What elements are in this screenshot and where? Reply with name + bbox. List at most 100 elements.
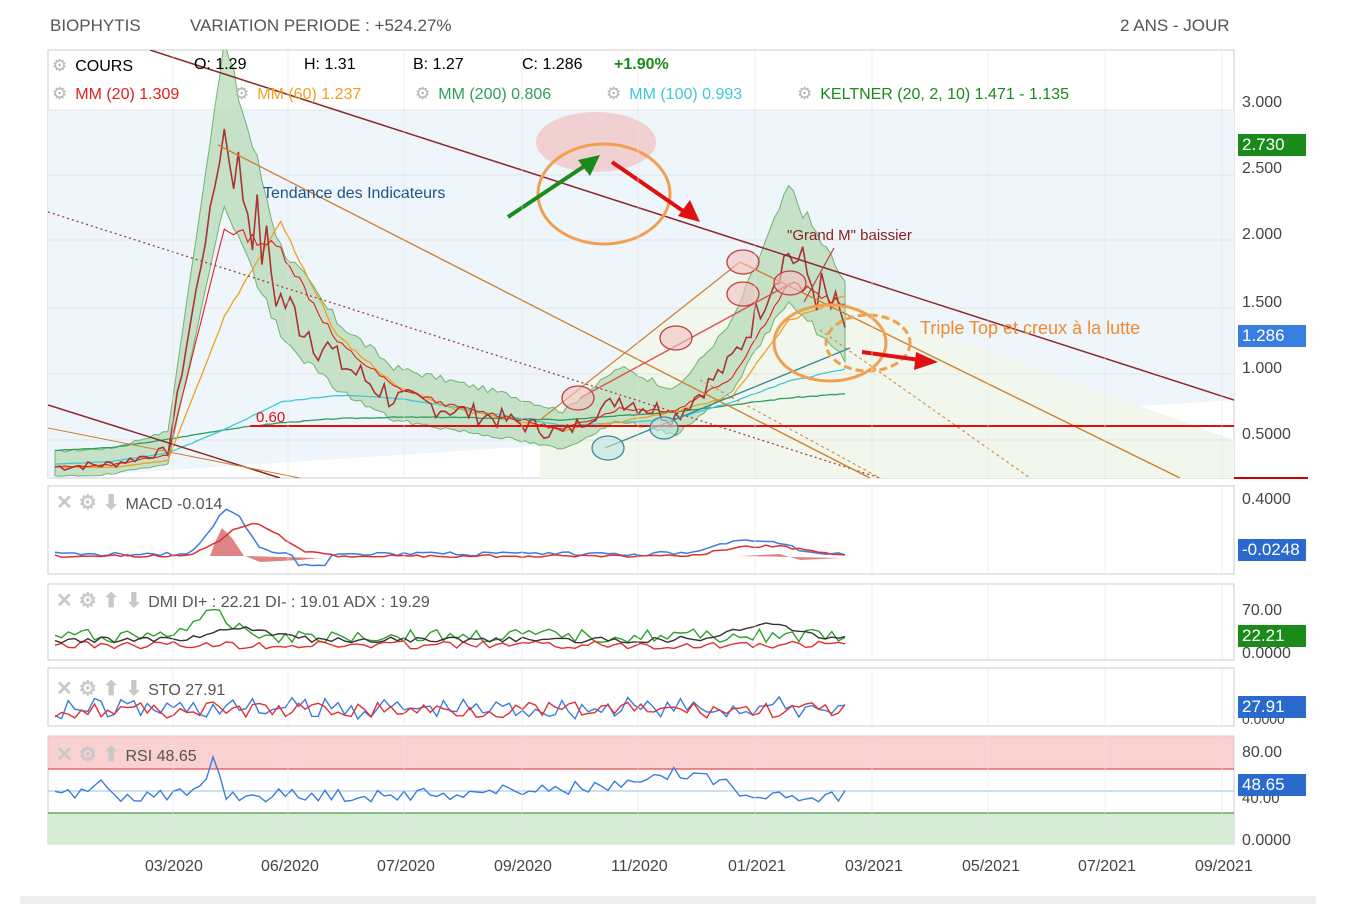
dmi-minus-line [54, 640, 846, 650]
gear-icon[interactable]: ⚙ [78, 492, 97, 514]
arrow-up-icon[interactable]: ⬆ [102, 590, 120, 612]
close-icon[interactable]: ✕ [56, 744, 73, 766]
orange-channel-mid [48, 427, 301, 478]
dmi-title: ✕ ⚙ ⬆ ⬇ DMI DI+ : 22.21 DI- : 19.01 ADX : 19… [56, 590, 430, 612]
bottom-marker-2 [649, 416, 679, 440]
rsi-overbought-zone [48, 736, 1234, 769]
orange-dashed-circle [824, 313, 912, 373]
legend-high: H: 1.31 [304, 56, 356, 73]
close-icon[interactable]: ✕ [56, 590, 73, 612]
arrow-up-icon[interactable]: ⬆ [102, 744, 120, 766]
grand-m-pointer [803, 247, 835, 303]
gear-icon[interactable]: ⚙ [415, 84, 431, 103]
x-tick: 07/2020 [377, 858, 435, 875]
price-line [54, 128, 846, 471]
x-tick: 11/2020 [611, 858, 668, 875]
legend-open: O: 1.29 [194, 56, 247, 73]
legend-low: B: 1.27 [413, 56, 464, 73]
x-tick: 03/2020 [145, 858, 203, 875]
dmi-tick: 0.0000 [1242, 645, 1291, 662]
x-tick: 07/2021 [1078, 858, 1136, 875]
legend-close: C: 1.286 [522, 56, 583, 73]
legend-mm100[interactable]: ⚙ MM (100) 0.993 [606, 84, 743, 103]
adx-line [54, 622, 846, 644]
orange-circle-top [536, 142, 672, 246]
last-price-badge: 1.286 [1238, 325, 1306, 347]
x-tick: 06/2020 [261, 858, 319, 875]
price-tick: 1.500 [1242, 294, 1283, 311]
mm60-line [54, 220, 846, 469]
gear-icon[interactable]: ⚙ [78, 744, 97, 766]
price-tick: 0.5000 [1242, 426, 1291, 443]
arrow-down-icon[interactable]: ⬇ [125, 678, 143, 700]
dotted-downtrend [48, 211, 881, 478]
mm100-line [54, 368, 846, 465]
price-tick: 1.000 [1242, 360, 1283, 377]
sto-frame [47, 667, 1235, 727]
triple-top-label: Triple Top et creux à la lutte [920, 318, 1140, 338]
top-marker-4 [726, 281, 760, 307]
rsi-line [54, 754, 846, 803]
macd-badge: -0.0248 [1238, 539, 1306, 561]
sto-badge: 27.91 [1238, 696, 1306, 718]
legend-mm60[interactable]: ⚙ MM (60) 1.237 [234, 84, 362, 103]
symbol-title: BIOPHYTIS [50, 16, 141, 35]
macd-title: ✕ ⚙ ⬇ MACD -0.014 [56, 492, 223, 514]
teal-support-line [604, 347, 851, 449]
red-arrow-top [610, 160, 688, 215]
gear-icon[interactable]: ⚙ [78, 590, 97, 612]
legend-cours[interactable]: ⚙ COURS [52, 56, 134, 75]
gear-icon[interactable]: ⚙ [234, 84, 250, 103]
rsi-oversold-zone [48, 813, 1234, 844]
sto-d-line [54, 701, 846, 719]
macd-signal [54, 522, 846, 559]
gear-icon[interactable]: ⚙ [52, 56, 68, 75]
sto-title: ✕ ⚙ ⬆ ⬇ STO 27.91 [56, 678, 226, 700]
trend-label: Tendance des Indicateurs [263, 185, 445, 202]
top-marker-5 [773, 270, 807, 296]
x-tick: 09/2020 [494, 858, 552, 875]
macd-histogram [210, 528, 842, 562]
dmi-badge: 22.21 [1238, 625, 1306, 647]
top-marker-2 [659, 325, 693, 351]
period-selector[interactable]: 2 ANS - JOUR [1120, 16, 1230, 35]
arrow-down-icon[interactable]: ⬇ [125, 590, 143, 612]
variation-text: VARIATION PERIODE : +524.27% [190, 16, 452, 35]
x-tick: 01/2021 [728, 858, 786, 875]
arrow-down-icon[interactable]: ⬇ [102, 492, 120, 514]
orange-circle-right [772, 303, 888, 383]
price-tick: 2.000 [1242, 226, 1283, 243]
legend-mm20[interactable]: ⚙ MM (20) 1.309 [52, 84, 180, 103]
x-tick: 03/2021 [845, 858, 903, 875]
dmi-tick: 70.00 [1242, 602, 1283, 619]
rsi-tick: 80.00 [1242, 744, 1283, 761]
arrow-up-icon[interactable]: ⬆ [102, 678, 120, 700]
gear-icon[interactable]: ⚙ [606, 84, 622, 103]
orange-diag-1 [739, 261, 1181, 478]
close-icon[interactable]: ✕ [56, 492, 73, 514]
level-label: 0.60 [256, 409, 285, 426]
keltner-band [54, 50, 846, 477]
gear-icon[interactable]: ⚙ [52, 84, 68, 103]
top-marker-3 [726, 249, 760, 275]
top-marker-1 [561, 385, 595, 411]
lower-downtrend [48, 404, 281, 478]
legend-mm200[interactable]: ⚙ MM (200) 0.806 [415, 84, 552, 103]
downtrend-line [149, 50, 1234, 401]
price-tick: 3.000 [1242, 94, 1283, 111]
rsi-badge: 48.65 [1238, 774, 1306, 796]
legend-change: +1.90% [614, 56, 669, 73]
grand-m-label: "Grand M" baissier [787, 227, 912, 244]
close-icon[interactable]: ✕ [56, 678, 73, 700]
macd-line [54, 508, 846, 567]
price-tick: 2.500 [1242, 160, 1283, 177]
gear-icon[interactable]: ⚙ [797, 84, 813, 103]
mm20-line [54, 228, 845, 468]
gear-icon[interactable]: ⚙ [78, 678, 97, 700]
orange-channel-top [217, 144, 871, 478]
x-tick: 09/2021 [1195, 858, 1253, 875]
orange-dotted-2 [699, 379, 881, 478]
legend-keltner[interactable]: ⚙ KELTNER (20, 2, 10) 1.471 - 1.135 [797, 84, 1069, 103]
green-arrow [506, 163, 588, 219]
